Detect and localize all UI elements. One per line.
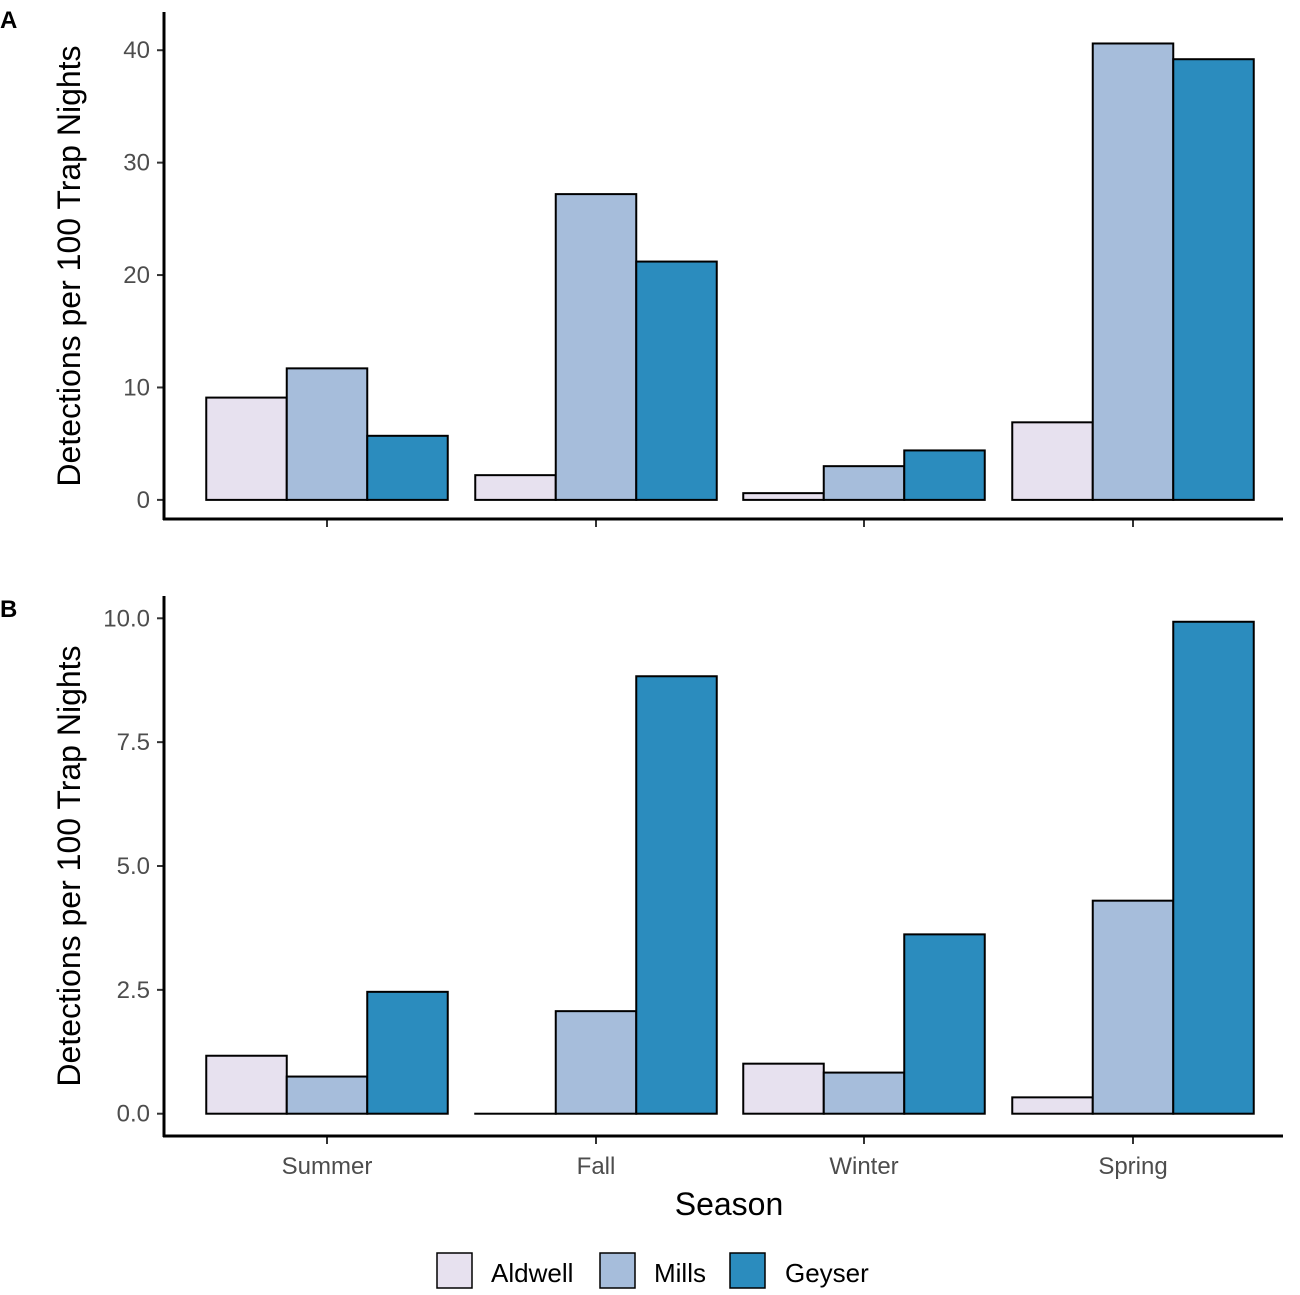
- y-tick-label: 5.0: [117, 853, 150, 880]
- y-tick-label: 0.0: [117, 1101, 150, 1128]
- legend-label-aldwell: Aldwell: [491, 1258, 573, 1288]
- y-tick-label: 0: [137, 487, 150, 514]
- y-tick-label: 20: [123, 262, 150, 289]
- bar-a-winter-geyser: [903, 449, 986, 501]
- bar-b-winter-aldwell: [742, 1062, 825, 1115]
- bar-b-spring-mills: [1091, 899, 1175, 1115]
- bar-a-spring-geyser: [1172, 58, 1255, 501]
- legend: Aldwell Mills Geyser: [436, 1252, 869, 1289]
- bar-a-fall-geyser: [635, 260, 718, 501]
- x-axis-title: Season: [675, 1186, 784, 1222]
- x-tick-label: Fall: [577, 1153, 616, 1180]
- panel-a-tag: A: [0, 7, 17, 34]
- bar-a-winter-mills: [822, 465, 906, 501]
- x-tick-label: Winter: [829, 1153, 898, 1180]
- y-tick-label: 7.5: [117, 729, 150, 756]
- y-axis-title-b: Detections per 100 Trap Nights: [51, 645, 87, 1086]
- bar-a-spring-mills: [1091, 42, 1175, 501]
- legend-label-geyser: Geyser: [785, 1258, 869, 1288]
- panel-b: B 0.0 2.5 5.0 7.5 10.0 Summer Fall Winter Sprin…: [0, 596, 1283, 1222]
- legend-swatch-aldwell: [436, 1252, 473, 1289]
- bar-b-winter-mills: [822, 1071, 906, 1115]
- bar-b-fall-geyser: [635, 675, 718, 1115]
- y-ticks-b: 0.0 2.5 5.0 7.5 10.0: [103, 605, 164, 1128]
- bar-b-spring-geyser: [1172, 620, 1255, 1115]
- y-tick-label: 10.0: [103, 605, 150, 632]
- bar-a-summer-geyser: [366, 434, 449, 501]
- y-tick-label: 40: [123, 37, 150, 64]
- legend-swatch-mills: [599, 1252, 636, 1289]
- y-ticks-a: 0 10 20 30 40: [123, 37, 164, 514]
- bar-b-spring-aldwell: [1011, 1096, 1094, 1115]
- bar-a-summer-mills: [285, 367, 369, 501]
- x-tick-label: Spring: [1098, 1153, 1167, 1180]
- legend-swatch-geyser: [729, 1252, 766, 1289]
- bar-a-winter-aldwell: [742, 492, 825, 501]
- y-tick-label: 10: [123, 374, 150, 401]
- x-tick-label: Summer: [282, 1153, 373, 1180]
- y-tick-label: 30: [123, 150, 150, 177]
- bar-b-winter-geyser: [903, 933, 986, 1115]
- bars-a: [205, 42, 1255, 501]
- panel-a: A 0 10 20 30 40 Detections per 100 Trap Nigh…: [0, 7, 1283, 527]
- bar-a-fall-mills: [554, 193, 638, 501]
- legend-label-mills: Mills: [654, 1258, 706, 1288]
- bar-a-fall-aldwell: [474, 474, 557, 501]
- bar-b-summer-aldwell: [205, 1054, 288, 1115]
- bars-b: [205, 620, 1255, 1115]
- x-ticks-a: [326, 520, 1134, 527]
- bar-b-summer-mills: [285, 1075, 369, 1115]
- bar-a-spring-aldwell: [1011, 421, 1094, 501]
- bar-b-fall-mills: [554, 1010, 638, 1115]
- bar-b-summer-geyser: [366, 990, 449, 1115]
- x-ticks-b: Summer Fall Winter Spring: [282, 1137, 1168, 1180]
- bar-a-summer-aldwell: [205, 396, 288, 501]
- y-axis-title-a: Detections per 100 Trap Nights: [51, 45, 87, 486]
- panel-b-tag: B: [0, 596, 17, 623]
- y-tick-label: 2.5: [117, 977, 150, 1004]
